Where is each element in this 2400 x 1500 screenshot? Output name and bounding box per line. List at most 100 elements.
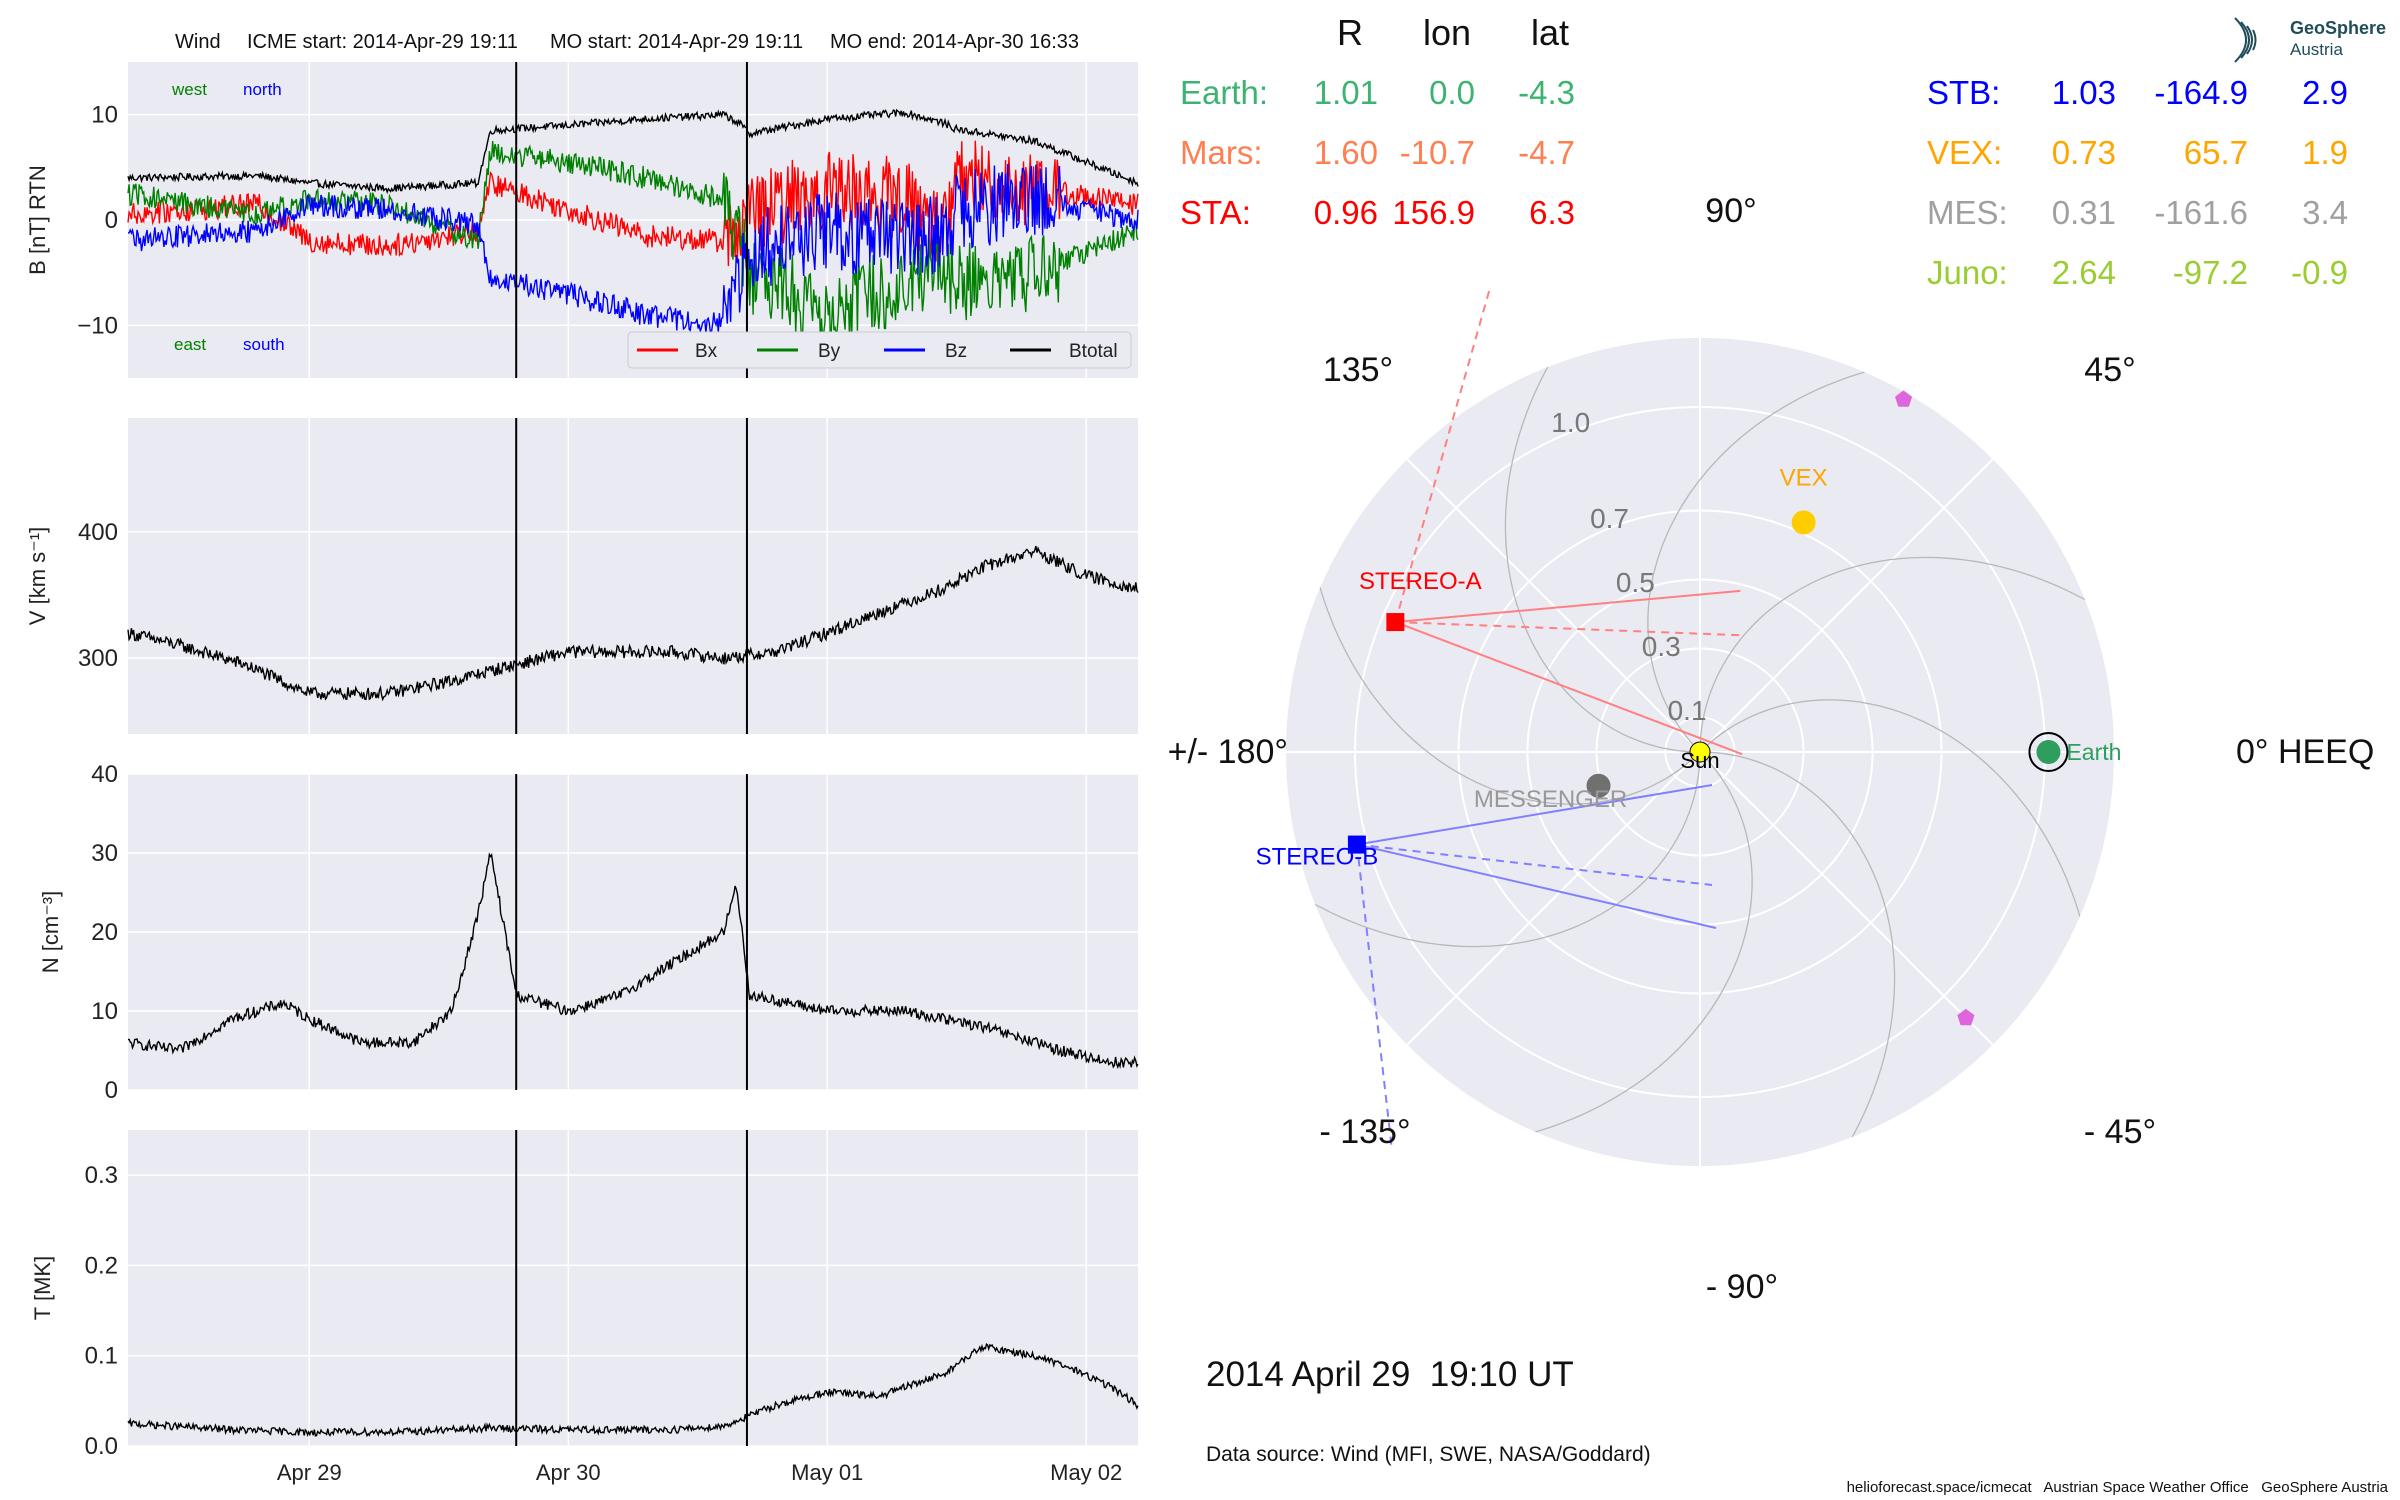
timestamp: 2014 April 29 19:10 UT	[1206, 1355, 1574, 1394]
corner-label-north: north	[243, 80, 282, 99]
angle-label-0-heeq: 0° HEEQ	[2236, 733, 2374, 771]
parker-spirals	[1286, 338, 2114, 1166]
angular-grid-line	[1699, 751, 1994, 1046]
y-tick-label: 0.3	[85, 1162, 118, 1189]
sta-field-line	[1395, 621, 1740, 637]
y-tick-label: 0	[105, 1077, 118, 1104]
stereo-label: STEREO-B	[1256, 844, 1379, 871]
series-line-t	[127, 1343, 1139, 1438]
series-line-v	[127, 545, 1139, 702]
parker-spiral-line	[1647, 359, 1919, 753]
y-tick-label: 0.2	[85, 1252, 118, 1279]
pentagon-marker	[1957, 1008, 1975, 1026]
row-label: MES:	[1927, 194, 2008, 231]
parker-spiral-line	[1699, 699, 2093, 971]
row-value-lon: 0.0	[1429, 74, 1475, 111]
y-tick-label: 10	[91, 998, 118, 1025]
row-label: STB:	[1927, 74, 2000, 111]
corner-label-west: west	[171, 80, 207, 99]
logo-mark-icon	[2234, 17, 2257, 63]
row-label: Mars:	[1180, 134, 1263, 171]
logo-subtitle: Austria	[2290, 40, 2343, 59]
parker-spiral-line	[1504, 338, 1701, 753]
parker-spiral-line	[1699, 556, 2114, 753]
stb-field-line	[1356, 843, 1717, 929]
legend-label-bz: Bz	[945, 341, 967, 362]
row-value-lat: -4.7	[1518, 134, 1575, 171]
series-line-n	[128, 852, 1139, 1070]
sun-marker	[1689, 741, 1711, 763]
earth-label: Earth	[2066, 739, 2121, 765]
radial-tick-label: 0.5	[1616, 567, 1655, 598]
row-value-lat: -4.3	[1518, 74, 1575, 111]
row-label: VEX:	[1927, 134, 2002, 171]
legend-label-btotal: Btotal	[1069, 341, 1118, 362]
row-value-lon: 156.9	[1392, 194, 1475, 231]
pentagon-marker	[1895, 390, 1913, 407]
stereo-label: STEREO-A	[1359, 568, 1482, 595]
angle-label-minus-90: - 90°	[1706, 1268, 1778, 1306]
row-value-lon: -164.9	[2154, 74, 2248, 111]
angle-label-180: +/- 180°	[1168, 733, 1288, 771]
stb-field-line	[1356, 843, 1713, 886]
row-value-lon: -161.6	[2154, 194, 2248, 231]
legend-label-by: By	[818, 341, 841, 362]
angle-label-minus-45: - 45°	[2084, 1113, 2156, 1151]
row-value-lat: 6.3	[1529, 194, 1575, 231]
messenger-label: MESSENGER	[1474, 786, 1627, 813]
panel-density: N [cm⁻³] 40 30 20 10 0	[38, 761, 1139, 1104]
angular-grid-line	[1699, 458, 1994, 753]
panel-temperature: T [MK] 0.3 0.2 0.1 0.0 Apr 29 Apr 30 May 01 May…	[30, 1130, 1139, 1485]
sta-field-line	[1394, 621, 1743, 756]
series-line-bz	[127, 163, 1139, 335]
positions-table: R lon lat Earth: 1.01 0.0 -4.3 Mars: 1.60 -10.…	[1180, 12, 2348, 291]
y-tick-label: 300	[78, 645, 118, 672]
series-line-bx	[127, 140, 1139, 267]
mo-end-text: MO end: 2014-Apr-30 16:33	[830, 31, 1079, 53]
axis-label-b: B [nT] RTN	[25, 165, 50, 275]
x-tick-label: May 01	[791, 1460, 863, 1485]
y-tick-label: 0.1	[85, 1343, 118, 1370]
axis-label-v: V [km s⁻¹]	[25, 527, 50, 625]
stereo-marker	[1347, 835, 1366, 854]
panel-magnetic-field: B [nT] RTN 100−10 west north east south …	[25, 62, 1139, 378]
radial-tick-label: 1.0	[1551, 407, 1590, 438]
series-line-btotal	[127, 108, 1139, 195]
corner-label-south: south	[243, 335, 285, 354]
y-tick-label: 0.0	[85, 1433, 118, 1460]
x-tick-label: Apr 29	[277, 1460, 342, 1485]
y-tick-label: 30	[91, 840, 118, 867]
panel-speed: V [km s⁻¹] 400 300	[25, 418, 1139, 734]
row-label: Juno:	[1927, 254, 2008, 291]
parker-spiral-line	[1481, 751, 1753, 1145]
x-tick-label: May 02	[1050, 1460, 1122, 1485]
stereo-marker	[1386, 613, 1405, 632]
vex-marker	[1791, 510, 1816, 535]
data-source: Data source: Wind (MFI, SWE, NASA/Goddar…	[1206, 1443, 1651, 1466]
legend: Bx By Bz Btotal	[627, 331, 1132, 369]
icme-start-text: ICME start: 2014-Apr-29 19:11	[247, 31, 518, 53]
earth-marker	[2036, 740, 2061, 764]
vex-label: VEX	[1780, 464, 1828, 491]
parker-spiral-line	[1307, 533, 1701, 805]
radial-tick-label: 0.7	[1590, 503, 1629, 534]
y-tick-label: 10	[91, 102, 118, 129]
y-tick-label: −10	[77, 312, 118, 339]
y-tick-label: 20	[91, 919, 118, 946]
panel-background	[128, 418, 1138, 734]
row-value-r: 1.60	[1314, 134, 1378, 171]
row-value-r: 0.73	[2052, 134, 2116, 171]
spacecraft-name: Wind	[175, 31, 221, 53]
column-header-lat: lat	[1531, 12, 1569, 53]
sta-field-line	[1394, 287, 1491, 623]
radial-tick-label: 0.1	[1668, 695, 1707, 726]
parker-spiral-line	[1286, 751, 1701, 948]
row-value-lon: 65.7	[2184, 134, 2248, 171]
polar-position-plot: 0.1 0.3 0.5 0.7 1.0 Sun Earth VEX MESSENGER STERE…	[1168, 192, 2375, 1306]
footer-credits: helioforecast.space/icmecat Austrian Spa…	[1847, 1479, 2389, 1496]
column-header-lon: lon	[1423, 12, 1471, 53]
row-value-lat: 2.9	[2302, 74, 2348, 111]
corner-label-east: east	[174, 335, 206, 354]
angle-label-minus-135: - 135°	[1319, 1113, 1410, 1151]
mo-start-text: MO start: 2014-Apr-29 19:11	[550, 31, 803, 53]
